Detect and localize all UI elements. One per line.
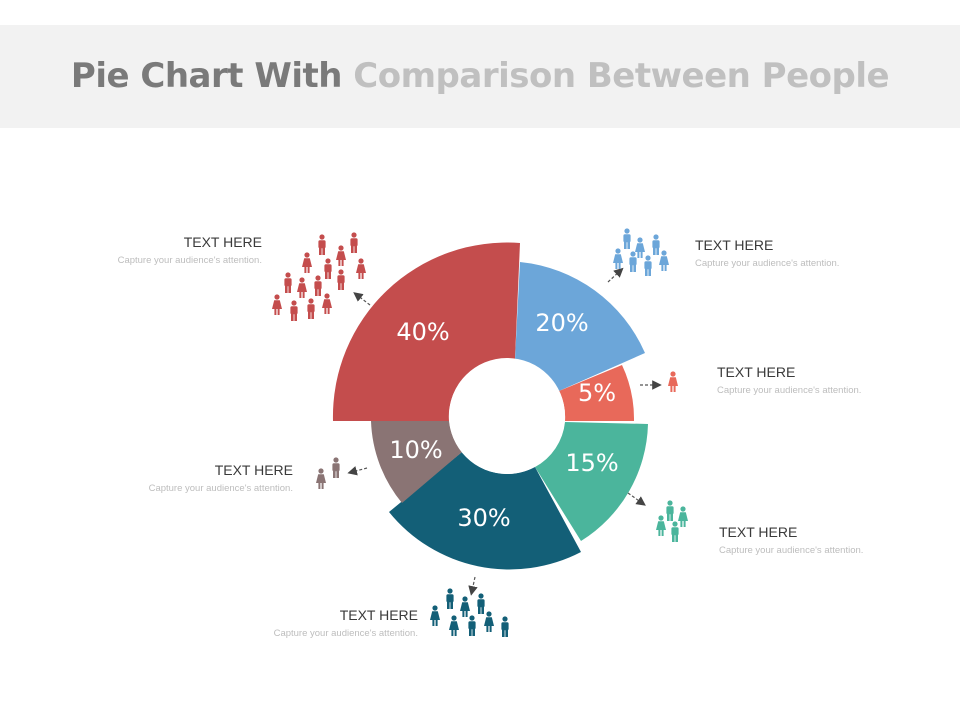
callout-30: TEXT HERE Capture your audience's attent… (178, 607, 418, 640)
callout-subtext: Capture your audience's attention. (148, 483, 293, 494)
people-group-red-icon (272, 232, 366, 321)
title-part-light: Comparison Between People (353, 56, 890, 96)
label-15: 15% (565, 449, 618, 477)
arrow-10 (347, 466, 368, 476)
label-10: 10% (389, 436, 442, 464)
person-orange-icon (668, 371, 678, 392)
callout-10: TEXT HERE Capture your audience's attent… (53, 462, 293, 495)
callout-40: TEXT HERE Capture your audience's attent… (22, 234, 262, 267)
arrow-30 (468, 576, 478, 596)
label-20: 20% (535, 309, 588, 337)
callout-subtext: Capture your audience's attention. (695, 258, 840, 269)
arrow-20 (607, 267, 624, 283)
people-group-dark-teal-icon (430, 588, 509, 637)
callout-subtext: Capture your audience's attention. (719, 545, 864, 556)
page-title: Pie Chart With Comparison Between People (0, 54, 960, 98)
callout-heading: TEXT HERE (695, 237, 774, 253)
segment-15 (535, 422, 648, 541)
callout-heading: TEXT HERE (719, 524, 798, 540)
arrows (347, 267, 662, 596)
title-part-dark: Pie Chart With (70, 56, 343, 96)
arrow-15 (627, 492, 646, 506)
segment-30 (389, 452, 581, 570)
label-5: 5% (578, 379, 616, 407)
people-group-teal-icon (656, 500, 688, 542)
callout-subtext: Capture your audience's attention. (273, 628, 418, 639)
callout-20: TEXT HERE Capture your audience's attent… (695, 237, 935, 270)
callout-heading: TEXT HERE (339, 607, 418, 623)
label-40: 40% (396, 318, 449, 346)
arrow-40 (353, 292, 371, 306)
callout-heading: TEXT HERE (717, 364, 796, 380)
people-group-mauve-icon (316, 457, 340, 489)
title-band (0, 25, 960, 128)
callout-5: TEXT HERE Capture your audience's attent… (717, 364, 957, 397)
callout-subtext: Capture your audience's attention. (117, 255, 262, 266)
callout-subtext: Capture your audience's attention. (717, 385, 862, 396)
label-30: 30% (457, 504, 510, 532)
segment-10 (371, 421, 462, 503)
callout-heading: TEXT HERE (214, 462, 293, 478)
callout-15: TEXT HERE Capture your audience's attent… (719, 524, 959, 557)
callout-heading: TEXT HERE (183, 234, 262, 250)
segment-40 (332, 242, 520, 421)
people-group-blue-icon (613, 228, 669, 276)
segment-20 (515, 262, 645, 391)
segment-5 (559, 365, 635, 421)
donut-hole (449, 358, 565, 474)
segments (332, 242, 648, 570)
